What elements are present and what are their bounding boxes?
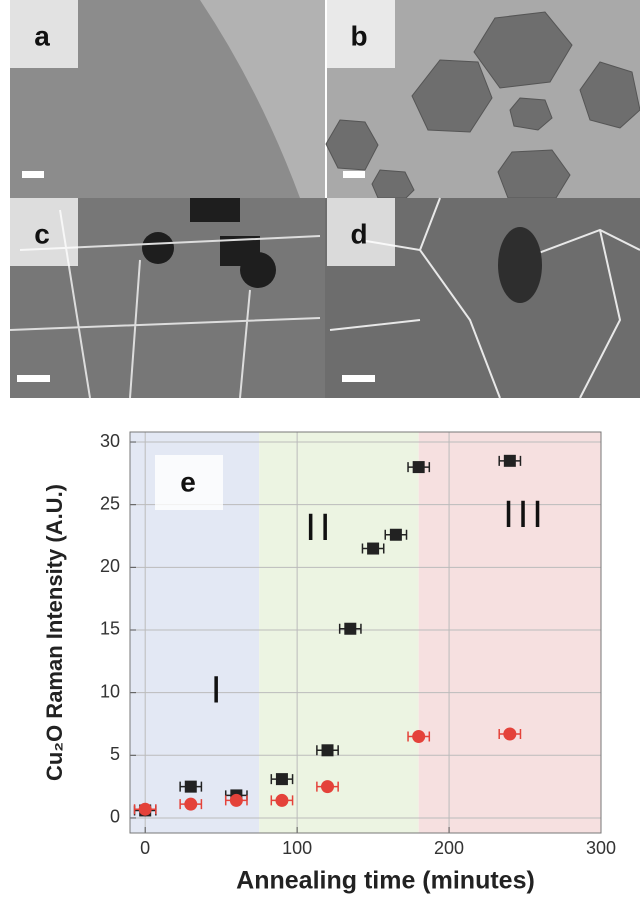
panel-label-box xyxy=(327,0,395,68)
panel-label-box xyxy=(155,455,223,510)
region-label: II xyxy=(305,507,334,549)
point xyxy=(344,622,357,635)
plot-frame xyxy=(129,431,602,834)
panel-label-box xyxy=(10,198,78,266)
region-label: I xyxy=(211,670,226,712)
y-tick-label: 5 xyxy=(110,744,120,764)
panel-label: c xyxy=(34,218,50,249)
point xyxy=(275,773,288,786)
x-tick-label: 0 xyxy=(140,838,150,858)
image-a-region xyxy=(200,0,325,198)
y-tick-label: 0 xyxy=(110,807,120,827)
point xyxy=(389,528,402,541)
x-axis-label: Annealing time (minutes) xyxy=(236,867,535,895)
scale-bars xyxy=(17,171,375,382)
point xyxy=(367,542,380,555)
y-tick-label: 25 xyxy=(100,493,120,513)
point xyxy=(229,793,243,807)
point xyxy=(138,802,152,816)
point xyxy=(321,744,334,757)
point xyxy=(184,797,198,811)
point xyxy=(412,730,426,744)
x-tick-label: 100 xyxy=(282,838,312,858)
panel-label: d xyxy=(350,218,367,249)
point xyxy=(184,780,197,793)
point xyxy=(321,780,335,794)
panel-labels: a b c d xyxy=(10,0,395,266)
image-d-dark xyxy=(498,227,542,303)
panel-label-box xyxy=(10,0,78,68)
y-tick-label: 20 xyxy=(100,556,120,576)
region xyxy=(418,432,601,833)
y-axis-label: Cu₂O Raman Intensity (A.U.) xyxy=(42,484,67,781)
y-tick-label: 10 xyxy=(100,681,120,701)
point xyxy=(275,793,289,807)
x-tick-label: 300 xyxy=(586,838,616,858)
panel-label-box xyxy=(327,198,395,266)
image-c-boundaries xyxy=(9,209,321,399)
point xyxy=(503,727,517,741)
image-c-dark xyxy=(142,198,276,288)
y-tick-label: 30 xyxy=(100,431,120,451)
point xyxy=(503,454,516,467)
region xyxy=(259,432,419,833)
micrographs xyxy=(9,0,640,399)
panel-label: a xyxy=(34,20,50,51)
panel-label: e xyxy=(180,466,196,497)
point xyxy=(412,461,425,474)
x-tick-label: 200 xyxy=(434,838,464,858)
region-label: III xyxy=(503,494,547,536)
image-d-boundaries xyxy=(329,197,640,399)
y-tick-label: 15 xyxy=(100,619,120,639)
panel-label: b xyxy=(350,20,367,51)
